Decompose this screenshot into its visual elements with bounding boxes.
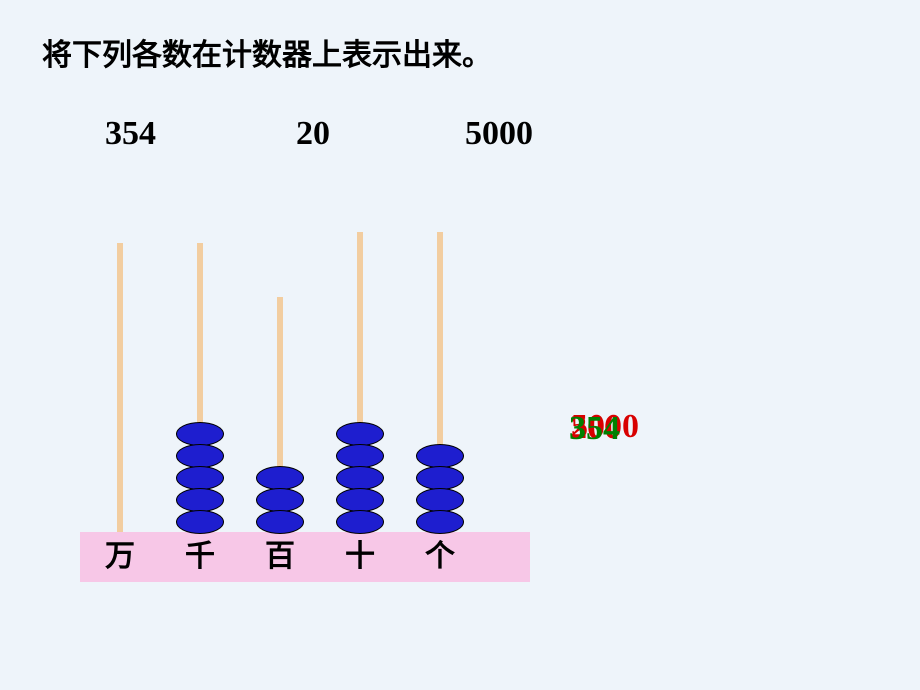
abacus-bead	[176, 444, 224, 468]
place-value-label: 十	[320, 532, 400, 582]
abacus-bead	[176, 422, 224, 446]
abacus-bead	[336, 444, 384, 468]
abacus-bead	[416, 488, 464, 512]
abacus-bead	[176, 510, 224, 534]
instruction-title: 将下列各数在计数器上表示出来。	[42, 30, 492, 74]
abacus-bead	[176, 488, 224, 512]
abacus-bead	[336, 422, 384, 446]
abacus-bead	[256, 466, 304, 490]
abacus-bead	[336, 466, 384, 490]
abacus-diagram: 万千百十个	[80, 232, 530, 582]
abacus-bead	[416, 444, 464, 468]
example-number: 354	[105, 115, 156, 153]
abacus-base: 万千百十个	[80, 532, 530, 582]
place-value-label: 个	[400, 532, 480, 582]
place-value-label: 千	[160, 532, 240, 582]
abacus-bead	[416, 466, 464, 490]
abacus-beads	[336, 422, 384, 532]
abacus-bead	[336, 510, 384, 534]
abacus-bead	[416, 510, 464, 534]
example-numbers: 354 20 5000	[105, 115, 533, 153]
place-value-label: 万	[80, 532, 160, 582]
abacus-column	[160, 243, 240, 532]
overlay-number: 354	[569, 410, 620, 448]
abacus-bead	[336, 488, 384, 512]
abacus-column	[400, 232, 480, 532]
abacus-beads	[256, 466, 304, 532]
abacus-rod	[117, 243, 123, 532]
place-value-label: 百	[240, 532, 320, 582]
abacus-bead	[256, 510, 304, 534]
abacus-beads	[416, 444, 464, 532]
abacus-bead	[256, 488, 304, 512]
abacus-bead	[176, 466, 224, 490]
example-number: 20	[296, 115, 330, 153]
abacus-column	[80, 243, 160, 532]
abacus-column	[320, 232, 400, 532]
example-number: 5000	[465, 115, 533, 153]
abacus-beads	[176, 422, 224, 532]
abacus-column	[240, 297, 320, 532]
